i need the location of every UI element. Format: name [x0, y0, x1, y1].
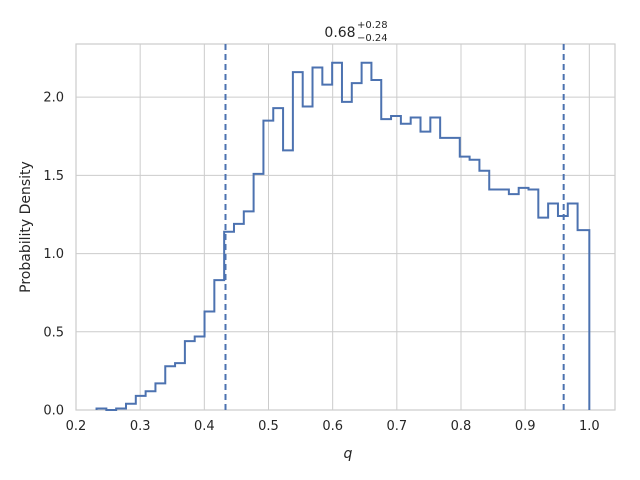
- x-tick-label: 1.0: [579, 419, 600, 434]
- x-tick-label: 0.2: [66, 419, 87, 434]
- y-tick-label: 0.5: [43, 325, 64, 340]
- chart-title: 0.68: [324, 25, 355, 41]
- y-axis-ticks: 0.0 0.5 1.0 1.5 2.0: [43, 91, 64, 419]
- title-lower-error: −0.24: [357, 33, 388, 44]
- title-upper-error: +0.28: [357, 20, 388, 31]
- x-tick-label: 0.4: [194, 419, 215, 434]
- x-tick-label: 0.8: [451, 419, 472, 434]
- axes-frame: [75, 43, 616, 411]
- x-tick-label: 0.9: [515, 419, 536, 434]
- y-tick-label: 0.0: [43, 404, 64, 419]
- histogram-series: [95, 61, 591, 411]
- histogram-step-line: [95, 61, 591, 411]
- x-tick-label: 0.5: [258, 419, 279, 434]
- y-axis-label: Probability Density: [18, 161, 34, 293]
- grid-lines: [75, 44, 615, 411]
- y-tick-label: 1.5: [43, 169, 64, 184]
- x-axis-label: q: [344, 446, 353, 462]
- x-axis-ticks: 0.2 0.3 0.4 0.5 0.6 0.7 0.8 0.9 1.0: [66, 419, 600, 434]
- title-median: 0.68: [324, 25, 355, 41]
- y-tick-label: 1.0: [43, 247, 64, 262]
- x-tick-label: 0.3: [130, 419, 151, 434]
- plot-frame: [75, 43, 616, 411]
- x-tick-label: 0.7: [386, 419, 407, 434]
- y-tick-label: 2.0: [43, 91, 64, 106]
- x-tick-label: 0.6: [322, 419, 343, 434]
- credible-interval-lines: [224, 44, 565, 410]
